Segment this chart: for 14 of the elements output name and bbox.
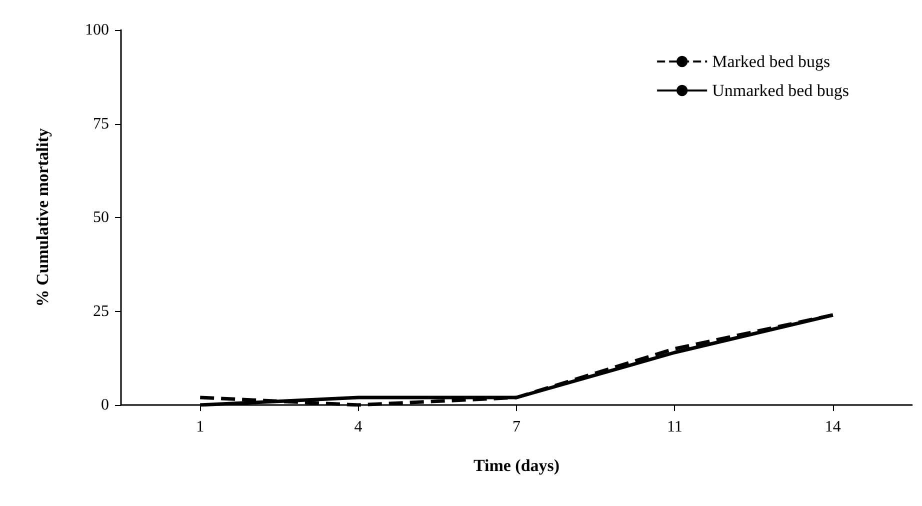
y-axis-title: % Cumulative mortality <box>33 128 52 307</box>
legend-label: Marked bed bugs <box>712 52 830 71</box>
x-tick-label: 4 <box>354 418 362 436</box>
x-tick-label: 1 <box>196 418 204 436</box>
x-tick-label: 14 <box>824 418 841 436</box>
y-tick-label: 75 <box>93 115 109 132</box>
y-tick-label: 25 <box>93 302 109 320</box>
y-tick-label: 50 <box>93 209 109 226</box>
legend-label: Unmarked bed bugs <box>712 81 850 100</box>
x-axis-title: Time (days) <box>473 456 560 475</box>
y-tick-label: 0 <box>101 396 109 414</box>
x-tick-label: 7 <box>512 418 520 436</box>
x-tick-label: 11 <box>666 418 682 436</box>
y-tick-label: 100 <box>85 22 109 38</box>
